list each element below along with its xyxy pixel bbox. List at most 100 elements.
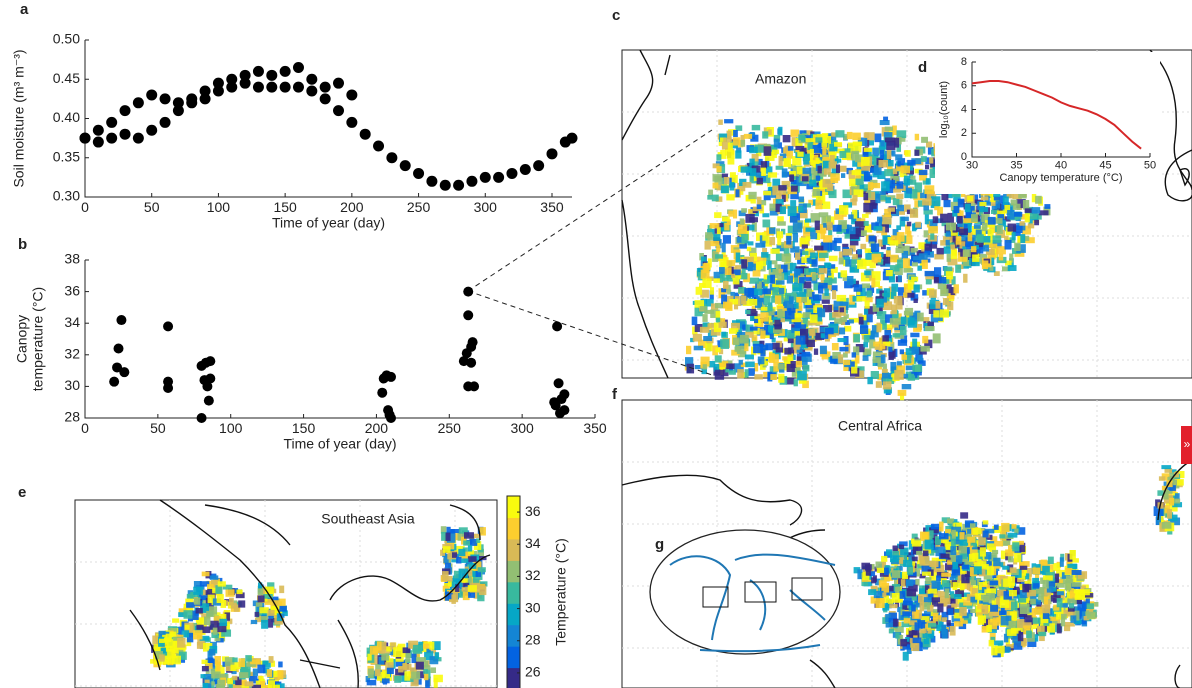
pixel (944, 200, 951, 207)
data-point (253, 66, 264, 77)
pixel (937, 248, 944, 255)
panel-letter: f (612, 386, 618, 403)
colorbar-label: Temperature (°C) (553, 538, 569, 646)
pixel (269, 656, 274, 663)
data-point (360, 129, 371, 140)
pixel (741, 259, 747, 268)
pixel (896, 225, 901, 230)
data-point (293, 62, 304, 73)
pixel (733, 210, 737, 219)
data-point (280, 82, 291, 93)
pixel (815, 137, 822, 142)
pixel (928, 623, 936, 628)
pixel (1025, 213, 1030, 222)
pixel (1167, 509, 1172, 519)
pixel (747, 241, 753, 245)
pixel (446, 533, 451, 541)
pixel (703, 336, 712, 341)
pixel (880, 150, 884, 159)
pixel (940, 554, 949, 559)
pixel (898, 275, 902, 282)
pixel (925, 326, 935, 331)
pixel (925, 540, 934, 550)
pixel (954, 284, 959, 293)
pixel (777, 231, 783, 238)
pixel (952, 530, 956, 539)
pixel (1077, 589, 1081, 598)
pixel (468, 585, 477, 592)
pixel (897, 205, 904, 211)
pixel (769, 228, 775, 234)
pixel (1032, 207, 1041, 214)
pixel (1014, 243, 1020, 251)
pixel (1048, 557, 1054, 564)
pixel (719, 267, 725, 274)
pixel (931, 524, 940, 530)
pixel (890, 362, 896, 371)
data-point (466, 358, 476, 368)
pixel (258, 588, 263, 595)
x-tick-label: 350 (540, 199, 564, 215)
pixel (745, 369, 749, 377)
pixel (951, 250, 957, 259)
data-point (93, 137, 104, 148)
y-tick-label: 6 (961, 80, 967, 92)
pixel (1025, 208, 1033, 213)
pixel (722, 243, 726, 253)
pixel (776, 280, 785, 284)
pixel (893, 333, 901, 337)
pixel (815, 200, 822, 209)
pixel (1080, 589, 1090, 595)
pixel (772, 343, 780, 350)
pixel (393, 647, 402, 657)
side-button-label[interactable]: » (1184, 437, 1191, 451)
pixel (1006, 616, 1012, 621)
pixel (741, 166, 751, 172)
pixel (164, 637, 171, 642)
pixel (937, 603, 943, 612)
pixel (958, 199, 965, 208)
data-point (520, 164, 531, 175)
pixel (1043, 613, 1049, 619)
pixel (1087, 612, 1096, 619)
pixel (980, 207, 988, 212)
pixel (983, 520, 989, 524)
pixel (818, 285, 823, 293)
pixel (387, 668, 394, 674)
pixel (922, 198, 932, 205)
pixel (842, 222, 846, 229)
pixel (806, 228, 815, 232)
data-point (480, 172, 491, 183)
pixel (232, 658, 237, 663)
pixel (403, 664, 411, 671)
pixel (825, 263, 832, 268)
pixel (1159, 476, 1165, 480)
pixel (854, 284, 863, 291)
pixel (903, 560, 912, 567)
pixel (843, 360, 850, 365)
pixel (809, 329, 815, 336)
x-axis-label: Time of year (day) (272, 214, 385, 230)
pixel (831, 178, 838, 183)
data-point (346, 117, 357, 128)
pixel (907, 222, 912, 227)
pixel (1030, 599, 1036, 605)
data-point (119, 367, 129, 377)
pixel (1057, 583, 1065, 588)
pixel (745, 355, 754, 360)
pixel (1008, 576, 1015, 586)
pixel (929, 289, 937, 298)
pixel (981, 595, 986, 600)
pixel (877, 311, 886, 319)
pixel (210, 575, 218, 579)
pixel (822, 146, 826, 155)
pixel (861, 157, 870, 166)
panel-letter: g (655, 536, 664, 553)
pixel (881, 355, 886, 364)
pixel (764, 146, 772, 156)
pixel (841, 173, 845, 178)
colorbar-segment (507, 582, 520, 604)
colorbar-tick-label: 30 (525, 599, 541, 615)
pixel (1012, 542, 1019, 551)
pixel (480, 527, 486, 535)
